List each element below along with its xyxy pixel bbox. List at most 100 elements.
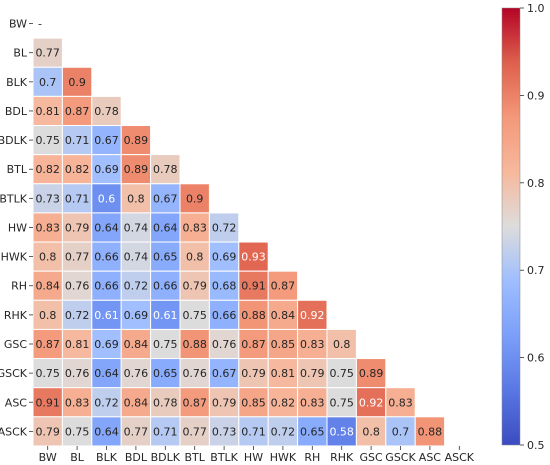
- cell-value-label: 0.79: [241, 367, 266, 380]
- heatmap-cell: [61, 358, 93, 389]
- heatmap-cell: [120, 328, 152, 360]
- heatmap-cell: [91, 241, 122, 272]
- cell-value-label: 0.75: [329, 367, 354, 380]
- y-tick-label: GSC: [4, 338, 28, 351]
- cell-value-label: 0.89: [124, 163, 149, 176]
- cell-value-label: 0.77: [65, 251, 90, 264]
- heatmap-cell: [150, 416, 181, 447]
- x-tick-label: RHK: [330, 451, 354, 464]
- y-tick-label: BLK: [6, 76, 28, 89]
- y-tick-label: GSCK: [0, 367, 28, 380]
- heatmap-cell: [326, 358, 357, 389]
- heatmap-cell: [267, 299, 299, 330]
- y-tick-label: HWK: [1, 251, 28, 264]
- y-tick-label: BTLK: [0, 192, 28, 205]
- diagonal-marker: -: [38, 18, 42, 31]
- x-tick-label: BDLK: [151, 451, 181, 464]
- heatmap-cell: [267, 328, 299, 360]
- heatmap-cell: [355, 358, 387, 389]
- heatmap-cell: [120, 299, 152, 330]
- y-tick-label: BDLK: [0, 134, 28, 147]
- cell-value-label: 0.89: [359, 367, 384, 380]
- cell-value-label: 0.65: [300, 425, 325, 438]
- cell-value-label: 0.83: [300, 396, 325, 409]
- heatmap-cell: [150, 299, 181, 330]
- cell-value-label: 0.69: [212, 251, 237, 264]
- cell-value-label: 0.75: [65, 425, 90, 438]
- x-tick-label: BDL: [125, 451, 148, 464]
- cell-value-label: 0.75: [35, 367, 60, 380]
- heatmap-cell: [355, 416, 387, 447]
- cell-value-label: 0.9: [68, 76, 86, 89]
- cell-value-label: 0.8: [333, 338, 351, 351]
- cell-value-label: 0.72: [65, 309, 90, 322]
- cell-value-label: 0.64: [94, 367, 119, 380]
- cell-value-label: 0.72: [94, 396, 119, 409]
- cell-value-label: 0.75: [153, 338, 178, 351]
- y-tick-label: RH: [11, 280, 27, 293]
- cell-value-label: 0.87: [65, 105, 90, 118]
- heatmap-cell: [120, 387, 152, 418]
- heatmap-cell: [208, 358, 240, 389]
- colorbar-tick-label: 1.0: [527, 2, 545, 15]
- heatmap-cell: [267, 387, 299, 418]
- cell-value-label: 0.74: [124, 251, 149, 264]
- cell-value-label: 0.78: [153, 163, 178, 176]
- cell-value-label: 0.69: [124, 309, 149, 322]
- cell-value-label: 0.85: [241, 396, 266, 409]
- x-tick-label: RH: [304, 451, 320, 464]
- cell-value-label: 0.68: [212, 280, 237, 293]
- heatmap-cell: [238, 299, 269, 330]
- cell-value-label: 0.71: [65, 192, 90, 205]
- x-tick-label: GSCK: [385, 451, 416, 464]
- heatmap-cell: [32, 212, 63, 243]
- cell-value-label: 0.61: [94, 309, 119, 322]
- cell-value-label: 0.92: [300, 309, 325, 322]
- cell-value-label: 0.64: [94, 221, 119, 234]
- heatmap-cell: [32, 270, 63, 301]
- heatmap-cell: [32, 328, 63, 360]
- cell-value-label: 0.7: [392, 425, 410, 438]
- x-tick-label: BTLK: [210, 451, 238, 464]
- heatmap-cell: [297, 358, 328, 389]
- heatmap-cell: [267, 270, 299, 301]
- x-tick-label: BW: [39, 451, 57, 464]
- x-tick-label: BLK: [96, 451, 118, 464]
- heatmap-cell: [267, 358, 299, 389]
- heatmap-cell: [385, 387, 416, 418]
- cell-value-label: 0.79: [212, 396, 237, 409]
- heatmap-cell: [61, 154, 93, 185]
- cell-value-label: 0.88: [241, 309, 266, 322]
- cell-value-label: 0.83: [35, 221, 60, 234]
- heatmap-cell: [61, 299, 93, 330]
- cell-value-label: 0.79: [65, 221, 90, 234]
- x-axis-labels: BW BL BLK BDL BDLK BTL BTLK HW HWK RH RHK GSC GSCK AS…: [39, 445, 475, 464]
- heatmap-cell: [179, 358, 210, 389]
- x-tick-label: BTL: [184, 451, 205, 464]
- cell-value-label: 0.91: [35, 396, 60, 409]
- cell-value-label: 0.6: [98, 192, 116, 205]
- cell-value-label: 0.76: [212, 338, 237, 351]
- cell-value-label: 0.72: [124, 280, 149, 293]
- cell-value-label: 0.84: [124, 396, 149, 409]
- cell-value-label: 0.73: [35, 192, 60, 205]
- heatmap-cell: [414, 416, 446, 447]
- heatmap-cell: [91, 299, 122, 330]
- heatmap-cell: [32, 299, 63, 330]
- cell-value-label: 0.66: [153, 280, 178, 293]
- heatmap-cell: [32, 387, 63, 418]
- x-tick-label: ASCK: [445, 451, 475, 464]
- cell-value-label: 0.74: [124, 221, 149, 234]
- cell-value-label: 0.79: [300, 367, 325, 380]
- cell-value-label: 0.83: [388, 396, 413, 409]
- cell-value-label: 0.77: [35, 47, 60, 60]
- cell-value-label: 0.87: [271, 280, 296, 293]
- cell-value-label: 0.81: [271, 367, 296, 380]
- cell-value-label: 0.71: [241, 425, 266, 438]
- cell-value-label: 0.87: [35, 338, 60, 351]
- cell-value-label: 0.66: [94, 251, 119, 264]
- cell-value-label: 0.61: [153, 309, 178, 322]
- y-tick-label: RHK: [4, 309, 28, 322]
- cell-value-label: 0.79: [35, 425, 60, 438]
